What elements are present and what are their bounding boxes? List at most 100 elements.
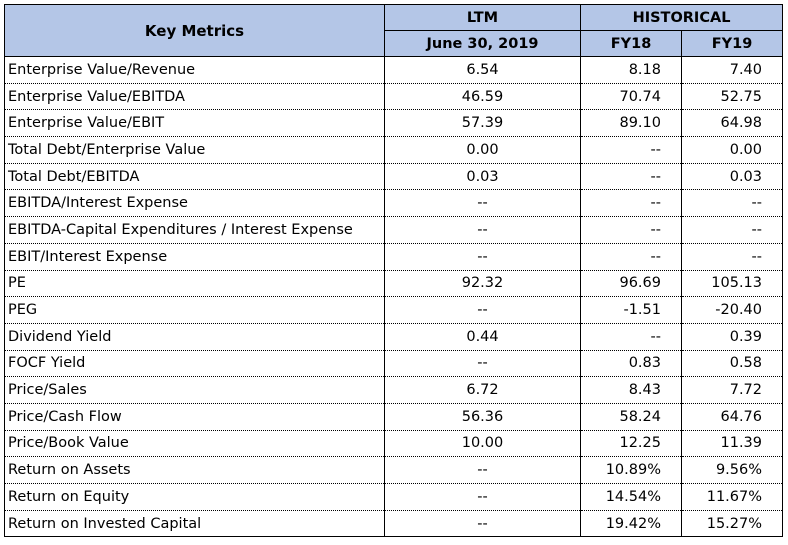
- metric-label: EBITDA-Capital Expenditures / Interest E…: [4, 216, 385, 244]
- metric-label: Price/Sales: [4, 376, 385, 404]
- fy19-value: -20.40: [680, 296, 784, 324]
- key-metrics-header: Key Metrics: [4, 4, 385, 57]
- table-row: Enterprise Value/EBIT 57.39 89.10 64.98: [4, 109, 784, 138]
- fy19-value: 64.76: [680, 403, 784, 431]
- ltm-header: LTM: [384, 4, 581, 31]
- table-row: Total Debt/EBITDA 0.03 -- 0.03: [4, 163, 784, 191]
- metric-label: Dividend Yield: [4, 323, 385, 351]
- metric-label: Price/Cash Flow: [4, 403, 385, 431]
- metric-label: Price/Book Value: [4, 430, 385, 458]
- fy19-value: --: [680, 216, 784, 244]
- fy18-value: 10.89%: [580, 456, 682, 484]
- ltm-value: 56.36: [384, 403, 581, 431]
- fy19-value: 0.03: [680, 163, 784, 191]
- fy18-value: 0.83: [580, 350, 682, 378]
- ltm-value: --: [384, 243, 581, 271]
- metric-label: EBITDA/Interest Expense: [4, 189, 385, 218]
- table-row: Price/Cash Flow 56.36 58.24 64.76: [4, 403, 784, 431]
- ltm-value: --: [384, 216, 581, 244]
- metric-label: Enterprise Value/EBITDA: [4, 83, 385, 111]
- ltm-value: --: [384, 350, 581, 378]
- fy19-value: 105.13: [680, 270, 784, 298]
- metric-label: Return on Invested Capital: [4, 510, 385, 538]
- ltm-value: 10.00: [384, 430, 581, 458]
- table-row: Return on Assets -- 10.89% 9.56%: [4, 456, 784, 484]
- metric-label: Total Debt/EBITDA: [4, 163, 385, 191]
- table-row: Enterprise Value/Revenue 6.54 8.18 7.40: [4, 56, 784, 84]
- fy18-value: 8.43: [580, 376, 682, 404]
- ltm-value: --: [384, 189, 581, 218]
- fy18-value: 70.74: [580, 83, 682, 111]
- fy18-value: --: [580, 323, 682, 351]
- table-row: FOCF Yield -- 0.83 0.58: [4, 350, 784, 378]
- fy19-value: 11.67%: [680, 483, 784, 511]
- ltm-value: --: [384, 296, 581, 324]
- table-row: PE 92.32 96.69 105.13: [4, 270, 784, 298]
- header-row-2: June 30, 2019 FY18 FY19: [5, 30, 784, 57]
- fy19-value: --: [680, 243, 784, 271]
- metric-label: FOCF Yield: [4, 350, 385, 378]
- ltm-value: 0.00: [384, 136, 581, 164]
- table-row: Return on Invested Capital -- 19.42% 15.27%: [4, 510, 784, 538]
- fy18-value: 8.18: [580, 56, 682, 84]
- ltm-value: --: [384, 510, 581, 538]
- fy19-header: FY19: [680, 30, 784, 57]
- fy18-value: 19.42%: [580, 510, 682, 538]
- fy19-value: 52.75: [680, 83, 784, 111]
- table-row: Enterprise Value/EBITDA 46.59 70.74 52.75: [4, 83, 784, 111]
- header-row-1: Key Metrics LTM HISTORICAL: [4, 4, 784, 57]
- fy19-value: 7.72: [680, 376, 784, 404]
- table-row: Total Debt/Enterprise Value 0.00 -- 0.00: [4, 136, 784, 164]
- ltm-value: 0.03: [384, 163, 581, 191]
- ltm-value: 57.39: [384, 109, 581, 138]
- historical-header: HISTORICAL: [579, 4, 784, 31]
- fy18-value: 58.24: [580, 403, 682, 431]
- fy18-value: --: [580, 243, 682, 271]
- ltm-value: 46.59: [384, 83, 581, 111]
- fy18-value: --: [580, 136, 682, 164]
- fy19-value: 9.56%: [680, 456, 784, 484]
- fy18-value: 14.54%: [580, 483, 682, 511]
- table-row: PEG -- -1.51 -20.40: [4, 296, 784, 324]
- ltm-value: 92.32: [384, 270, 581, 298]
- table-row: Return on Equity -- 14.54% 11.67%: [4, 483, 784, 511]
- fy19-value: 11.39: [680, 430, 784, 458]
- metrics-body: Enterprise Value/Revenue 6.54 8.18 7.40 Ente…: [4, 56, 784, 538]
- metric-label: PE: [4, 270, 385, 298]
- metric-label: Return on Equity: [4, 483, 385, 511]
- metric-label: EBIT/Interest Expense: [4, 243, 385, 271]
- fy19-value: 0.39: [680, 323, 784, 351]
- metric-label: Enterprise Value/Revenue: [4, 56, 385, 84]
- fy18-header: FY18: [580, 30, 682, 57]
- ltm-value: --: [384, 456, 581, 484]
- fy18-value: --: [580, 189, 682, 218]
- fy18-value: 89.10: [580, 109, 682, 138]
- metric-label: Return on Assets: [4, 456, 385, 484]
- metric-label: PEG: [4, 296, 385, 324]
- fy19-value: 64.98: [680, 109, 784, 138]
- table-row: EBITDA/Interest Expense -- -- --: [4, 189, 784, 218]
- metrics-table-container: Key Metrics LTM HISTORICAL June 30, 2019…: [4, 4, 784, 538]
- fy19-value: 0.58: [680, 350, 784, 378]
- fy18-value: --: [580, 163, 682, 191]
- fy19-value: 7.40: [680, 56, 784, 84]
- fy18-value: -1.51: [580, 296, 682, 324]
- ltm-date-header: June 30, 2019: [384, 30, 581, 57]
- ltm-value: 6.54: [384, 56, 581, 84]
- fy19-value: 15.27%: [680, 510, 784, 538]
- ltm-value: 6.72: [384, 376, 581, 404]
- fy19-value: 0.00: [680, 136, 784, 164]
- fy18-value: 96.69: [580, 270, 682, 298]
- fy18-value: 12.25: [580, 430, 682, 458]
- ltm-value: --: [384, 483, 581, 511]
- metric-label: Total Debt/Enterprise Value: [4, 136, 385, 164]
- table-row: Price/Book Value 10.00 12.25 11.39: [4, 430, 784, 458]
- fy19-value: --: [680, 189, 784, 218]
- key-metrics-table: Key Metrics LTM HISTORICAL June 30, 2019…: [4, 4, 784, 538]
- fy18-value: --: [580, 216, 682, 244]
- table-row: EBIT/Interest Expense -- -- --: [4, 243, 784, 271]
- table-row: Price/Sales 6.72 8.43 7.72: [4, 376, 784, 404]
- table-row: Dividend Yield 0.44 -- 0.39: [4, 323, 784, 351]
- ltm-value: 0.44: [384, 323, 581, 351]
- metric-label: Enterprise Value/EBIT: [4, 109, 385, 138]
